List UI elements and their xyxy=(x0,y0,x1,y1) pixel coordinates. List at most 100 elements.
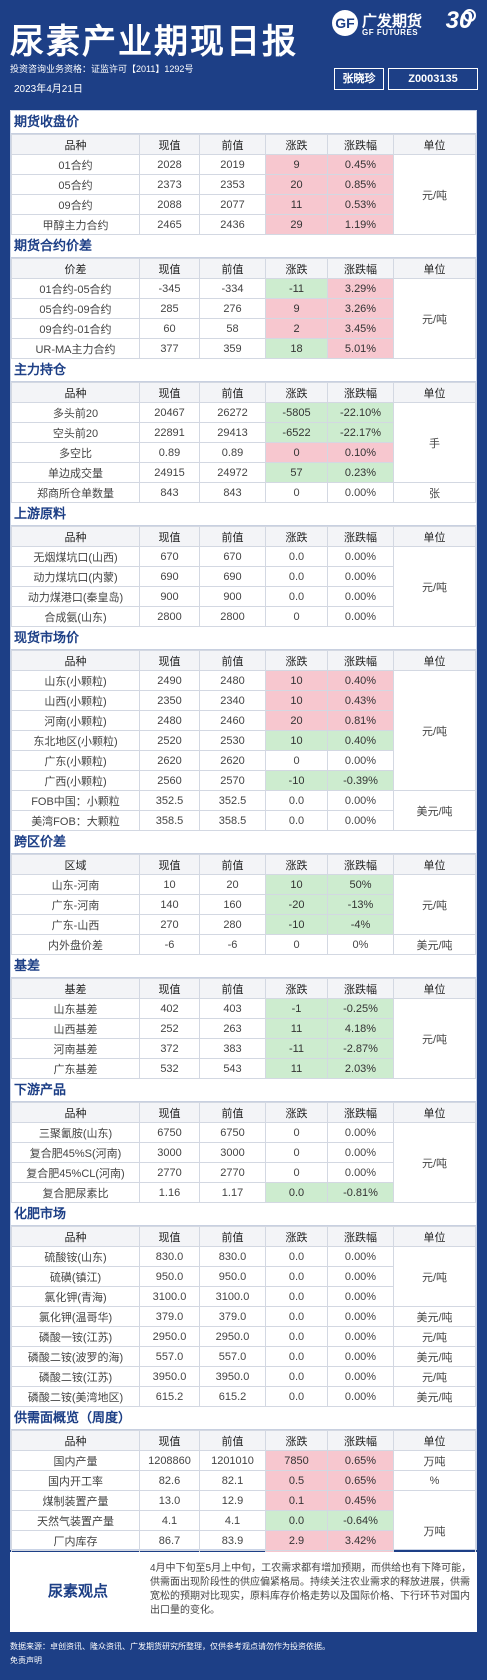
column-header: 现值 xyxy=(139,854,200,875)
cell-cur: 3950.0 xyxy=(139,1366,200,1387)
section-6: 基差 基差 现值 前值 涨跌 涨跌幅 单位 山东基差 402 403 -1 -0.25% 元/吨 山西基差… xyxy=(11,955,476,1079)
column-header: 品种 xyxy=(11,134,140,155)
cell-chg: 11 xyxy=(265,1018,328,1039)
table-row: 东北地区(小颗粒) 2520 2530 10 0.40% xyxy=(11,730,476,751)
cell-unit: 美元/吨 xyxy=(393,1346,476,1367)
cell-chg: 0.0 xyxy=(265,1366,328,1387)
column-header: 涨跌幅 xyxy=(327,134,394,155)
cell-pct: 0.00% xyxy=(327,1306,394,1327)
cell-chg: 0 xyxy=(265,1162,328,1183)
table-row: 甲醇主力合约 2465 2436 29 1.19% xyxy=(11,214,476,235)
cell-name: 01合约-05合约 xyxy=(11,278,140,299)
cell-chg: 57 xyxy=(265,462,328,483)
data-table: 区域 现值 前值 涨跌 涨跌幅 单位 山东-河南 10 20 10 50% 元/吨 广东-河南 140 16… xyxy=(11,854,476,955)
cell-name: 国内产量 xyxy=(11,1450,140,1471)
cell-prev: 2530 xyxy=(199,730,266,751)
column-header: 前值 xyxy=(199,650,266,671)
cell-unit: 美元/吨 xyxy=(393,790,476,831)
cell-unit: 元/吨 xyxy=(393,278,476,359)
table-row: 01合约-05合约 -345 -334 -11 3.29% 元/吨 xyxy=(11,278,476,359)
table-row: 河南(小颗粒) 2480 2460 20 0.81% xyxy=(11,710,476,731)
cell-chg: 0 xyxy=(265,606,328,627)
table-row: 01合约 2028 2019 9 0.45% 元/吨 xyxy=(11,154,476,235)
cell-prev: 379.0 xyxy=(199,1306,266,1327)
view-title: 尿素观点 xyxy=(47,1583,108,1600)
cell-cur: 379.0 xyxy=(139,1306,200,1327)
cell-cur: 24915 xyxy=(139,462,200,483)
cell-unit: 元/吨 xyxy=(393,154,476,235)
column-header: 现值 xyxy=(139,978,200,999)
column-header: 单位 xyxy=(393,258,476,279)
cell-cur: 2465 xyxy=(139,214,200,235)
column-header: 涨跌 xyxy=(265,382,328,403)
table-row: 磷酸二铵(江苏) 3950.0 3950.0 0.0 0.00% 元/吨 xyxy=(11,1366,476,1387)
table-row: 05合约 2373 2353 20 0.85% xyxy=(11,174,476,195)
cell-chg: 20 xyxy=(265,174,328,195)
cell-cur: 690 xyxy=(139,566,200,587)
cell-cur: 22891 xyxy=(139,422,200,443)
cell-prev: 403 xyxy=(199,998,266,1019)
column-header: 前值 xyxy=(199,978,266,999)
cell-prev: 2340 xyxy=(199,690,266,711)
cell-pct: -0.64% xyxy=(327,1510,394,1531)
column-header: 前值 xyxy=(199,526,266,547)
cell-name: 多头前20 xyxy=(11,402,140,423)
cell-name: 磷酸二铵(美湾地区) xyxy=(11,1386,140,1407)
section-title: 供需面概览（周度） xyxy=(11,1407,476,1430)
cell-chg: -11 xyxy=(265,1038,328,1059)
column-header: 涨跌幅 xyxy=(327,1226,394,1247)
column-header: 单位 xyxy=(393,134,476,155)
cell-name: 05合约 xyxy=(11,174,140,195)
cell-unit: 元/吨 xyxy=(393,1326,476,1347)
cell-prev: 3000 xyxy=(199,1142,266,1163)
cell-cur: 670 xyxy=(139,546,200,567)
cell-name: 01合约 xyxy=(11,154,140,175)
cell-prev: 358.5 xyxy=(199,810,266,831)
cell-prev: 29413 xyxy=(199,422,266,443)
column-header: 涨跌 xyxy=(265,134,328,155)
cell-name: 多空比 xyxy=(11,442,140,463)
cell-cur: -345 xyxy=(139,278,200,299)
table-header-row: 价差 现值 前值 涨跌 涨跌幅 单位 xyxy=(11,258,476,279)
data-table: 品种 现值 前值 涨跌 涨跌幅 单位 01合约 2028 2019 9 0.45% 元/吨 05合约 23… xyxy=(11,134,476,235)
cell-cur: 950.0 xyxy=(139,1266,200,1287)
data-table: 品种 现值 前值 涨跌 涨跌幅 单位 山东(小颗粒) 2490 2480 10 0.40% 元/吨 山西… xyxy=(11,650,476,831)
table-row: 空头前20 22891 29413 -6522 -22.17% xyxy=(11,422,476,443)
cell-prev: 830.0 xyxy=(199,1246,266,1267)
cell-chg: 18 xyxy=(265,338,328,359)
column-header: 品种 xyxy=(11,1430,140,1451)
cell-cur: -6 xyxy=(139,934,200,955)
cell-chg: 0.0 xyxy=(265,586,328,607)
cell-name: 09合约 xyxy=(11,194,140,215)
table-row: 山东(小颗粒) 2490 2480 10 0.40% 元/吨 xyxy=(11,670,476,791)
cell-name: 山西基差 xyxy=(11,1018,140,1039)
report-title: 尿素产业期现日报 xyxy=(10,23,298,61)
cell-cur: 6750 xyxy=(139,1122,200,1143)
cell-cur: 2490 xyxy=(139,670,200,691)
column-header: 前值 xyxy=(199,1102,266,1123)
cell-unit: 元/吨 xyxy=(393,546,476,627)
cell-chg: 0.0 xyxy=(265,546,328,567)
column-header: 涨跌幅 xyxy=(327,854,394,875)
cell-chg: 0.0 xyxy=(265,1246,328,1267)
table-header-row: 品种 现值 前值 涨跌 涨跌幅 单位 xyxy=(11,134,476,155)
column-header: 单位 xyxy=(393,650,476,671)
column-header: 前值 xyxy=(199,258,266,279)
cell-name: 厂内库存 xyxy=(11,1530,140,1551)
column-header: 单位 xyxy=(393,382,476,403)
cell-chg: -10 xyxy=(265,914,328,935)
table-row: 广东-山西 270 280 -10 -4% xyxy=(11,914,476,935)
cell-unit: 元/吨 xyxy=(393,998,476,1079)
cell-chg: 10 xyxy=(265,730,328,751)
cell-pct: 50% xyxy=(327,874,394,895)
section-title: 跨区价差 xyxy=(11,831,476,854)
cell-pct: 3.45% xyxy=(327,318,394,339)
cell-chg: 0 xyxy=(265,1142,328,1163)
cell-cur: 82.6 xyxy=(139,1470,200,1491)
cell-cur: 900 xyxy=(139,586,200,607)
table-row: UR-MA主力合约 377 359 18 5.01% xyxy=(11,338,476,359)
cell-chg: 11 xyxy=(265,1058,328,1079)
cell-prev: 2770 xyxy=(199,1162,266,1183)
cell-cur: 252 xyxy=(139,1018,200,1039)
cell-prev: 900 xyxy=(199,586,266,607)
